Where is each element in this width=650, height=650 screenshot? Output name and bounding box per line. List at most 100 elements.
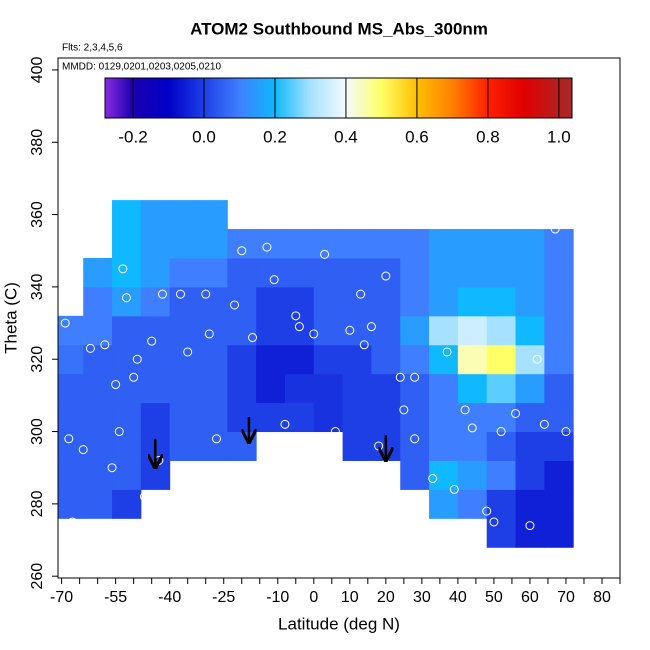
observation-point [114,427,124,437]
heat-cell [342,257,372,288]
heat-cell [83,315,113,346]
observation-point [64,434,74,444]
heat-cell [112,460,142,490]
heat-cell [515,257,545,288]
observation-point [230,300,240,310]
heat-cell [227,373,257,404]
heat-cell [313,344,344,375]
heat-cell [544,518,574,548]
heat-cell [83,257,113,288]
heat-cell [284,257,315,288]
heatmap [58,200,574,548]
heat-cell [83,286,113,317]
heat-cell [371,315,401,346]
heat-cell [515,344,545,375]
y-tick-label: 320 [29,346,46,373]
heat-cell [58,402,84,433]
colorbar-tick-label: 1.0 [547,127,571,146]
observation-point [356,289,366,299]
heat-cell [169,286,199,317]
y-tick-label: 280 [29,490,46,517]
subtitle: Flts: 2,3,4,5,6 [62,43,123,54]
x-tick-label: 70 [557,589,575,606]
heat-cell [515,286,545,317]
observation-point [489,517,499,527]
heat-cell [342,229,372,259]
heat-cell [313,257,344,288]
heat-cell [112,200,142,230]
heat-cell [227,257,257,288]
heat-cell [227,344,257,375]
observation-point [550,224,560,234]
observation-point [147,336,157,346]
heat-cell [544,373,574,404]
heat-cell [256,402,286,433]
observation-point [395,372,405,382]
heat-cell [284,229,315,259]
heat-cell [83,402,113,433]
heat-cell [342,373,372,404]
colorbar [105,78,572,118]
observation-point [449,484,459,494]
observation-point [511,408,521,418]
observation-point [204,329,214,339]
heat-cell [486,315,517,346]
heat-cell [140,200,171,230]
y-tick-label: 300 [29,418,46,445]
heat-cell [256,373,286,404]
heat-cell [198,373,228,404]
x-tick-label: -40 [158,589,181,606]
x-axis-label: Latitude (deg N) [278,614,400,633]
x-tick-label: 0 [309,589,318,606]
heat-cell [256,229,286,259]
observation-point [280,419,290,429]
observation-point [85,343,95,353]
heat-cell [169,229,199,259]
observation-point [345,325,355,335]
observation-point [212,434,222,444]
heat-cell [544,315,574,346]
heat-cell [256,315,286,346]
heat-cell [256,286,286,317]
x-tick-label: 30 [413,589,431,606]
heat-cell [457,229,488,259]
heat-cell [515,373,545,404]
heat-cell [429,315,459,346]
y-tick-label: 260 [29,563,46,590]
heat-cell [227,402,257,433]
heat-cell [83,489,113,519]
heat-cell [544,286,574,317]
plot-frame [57,57,621,579]
observation-point [121,293,131,303]
observation-point [132,354,142,364]
observation-point [525,521,535,531]
heat-cell [140,286,171,317]
heat-cell [313,373,344,404]
heat-cell [544,229,574,259]
heat-cell [544,431,574,461]
observation-point [366,322,376,332]
heat-cell [198,402,228,433]
heat-cell [457,315,488,346]
heat-cell [429,257,459,288]
heat-cell [58,344,84,375]
observation-point [129,372,139,382]
heat-cell [342,431,372,461]
heat-cell [400,373,430,404]
observation-point [467,423,477,433]
heat-cell [429,489,459,519]
heat-cell [486,431,517,461]
heat-cell [112,229,142,259]
heat-cell [83,460,113,490]
heat-cell [198,229,228,259]
heat-cell [169,431,199,461]
heat-cell [486,518,517,548]
heat-cell [544,402,574,433]
observation-point [532,354,542,364]
heat-cell [169,315,199,346]
colorbar-tick-label: 0.4 [334,127,358,146]
observation-point [111,380,121,390]
heat-cell [342,315,372,346]
x-tick-label: 50 [485,589,503,606]
